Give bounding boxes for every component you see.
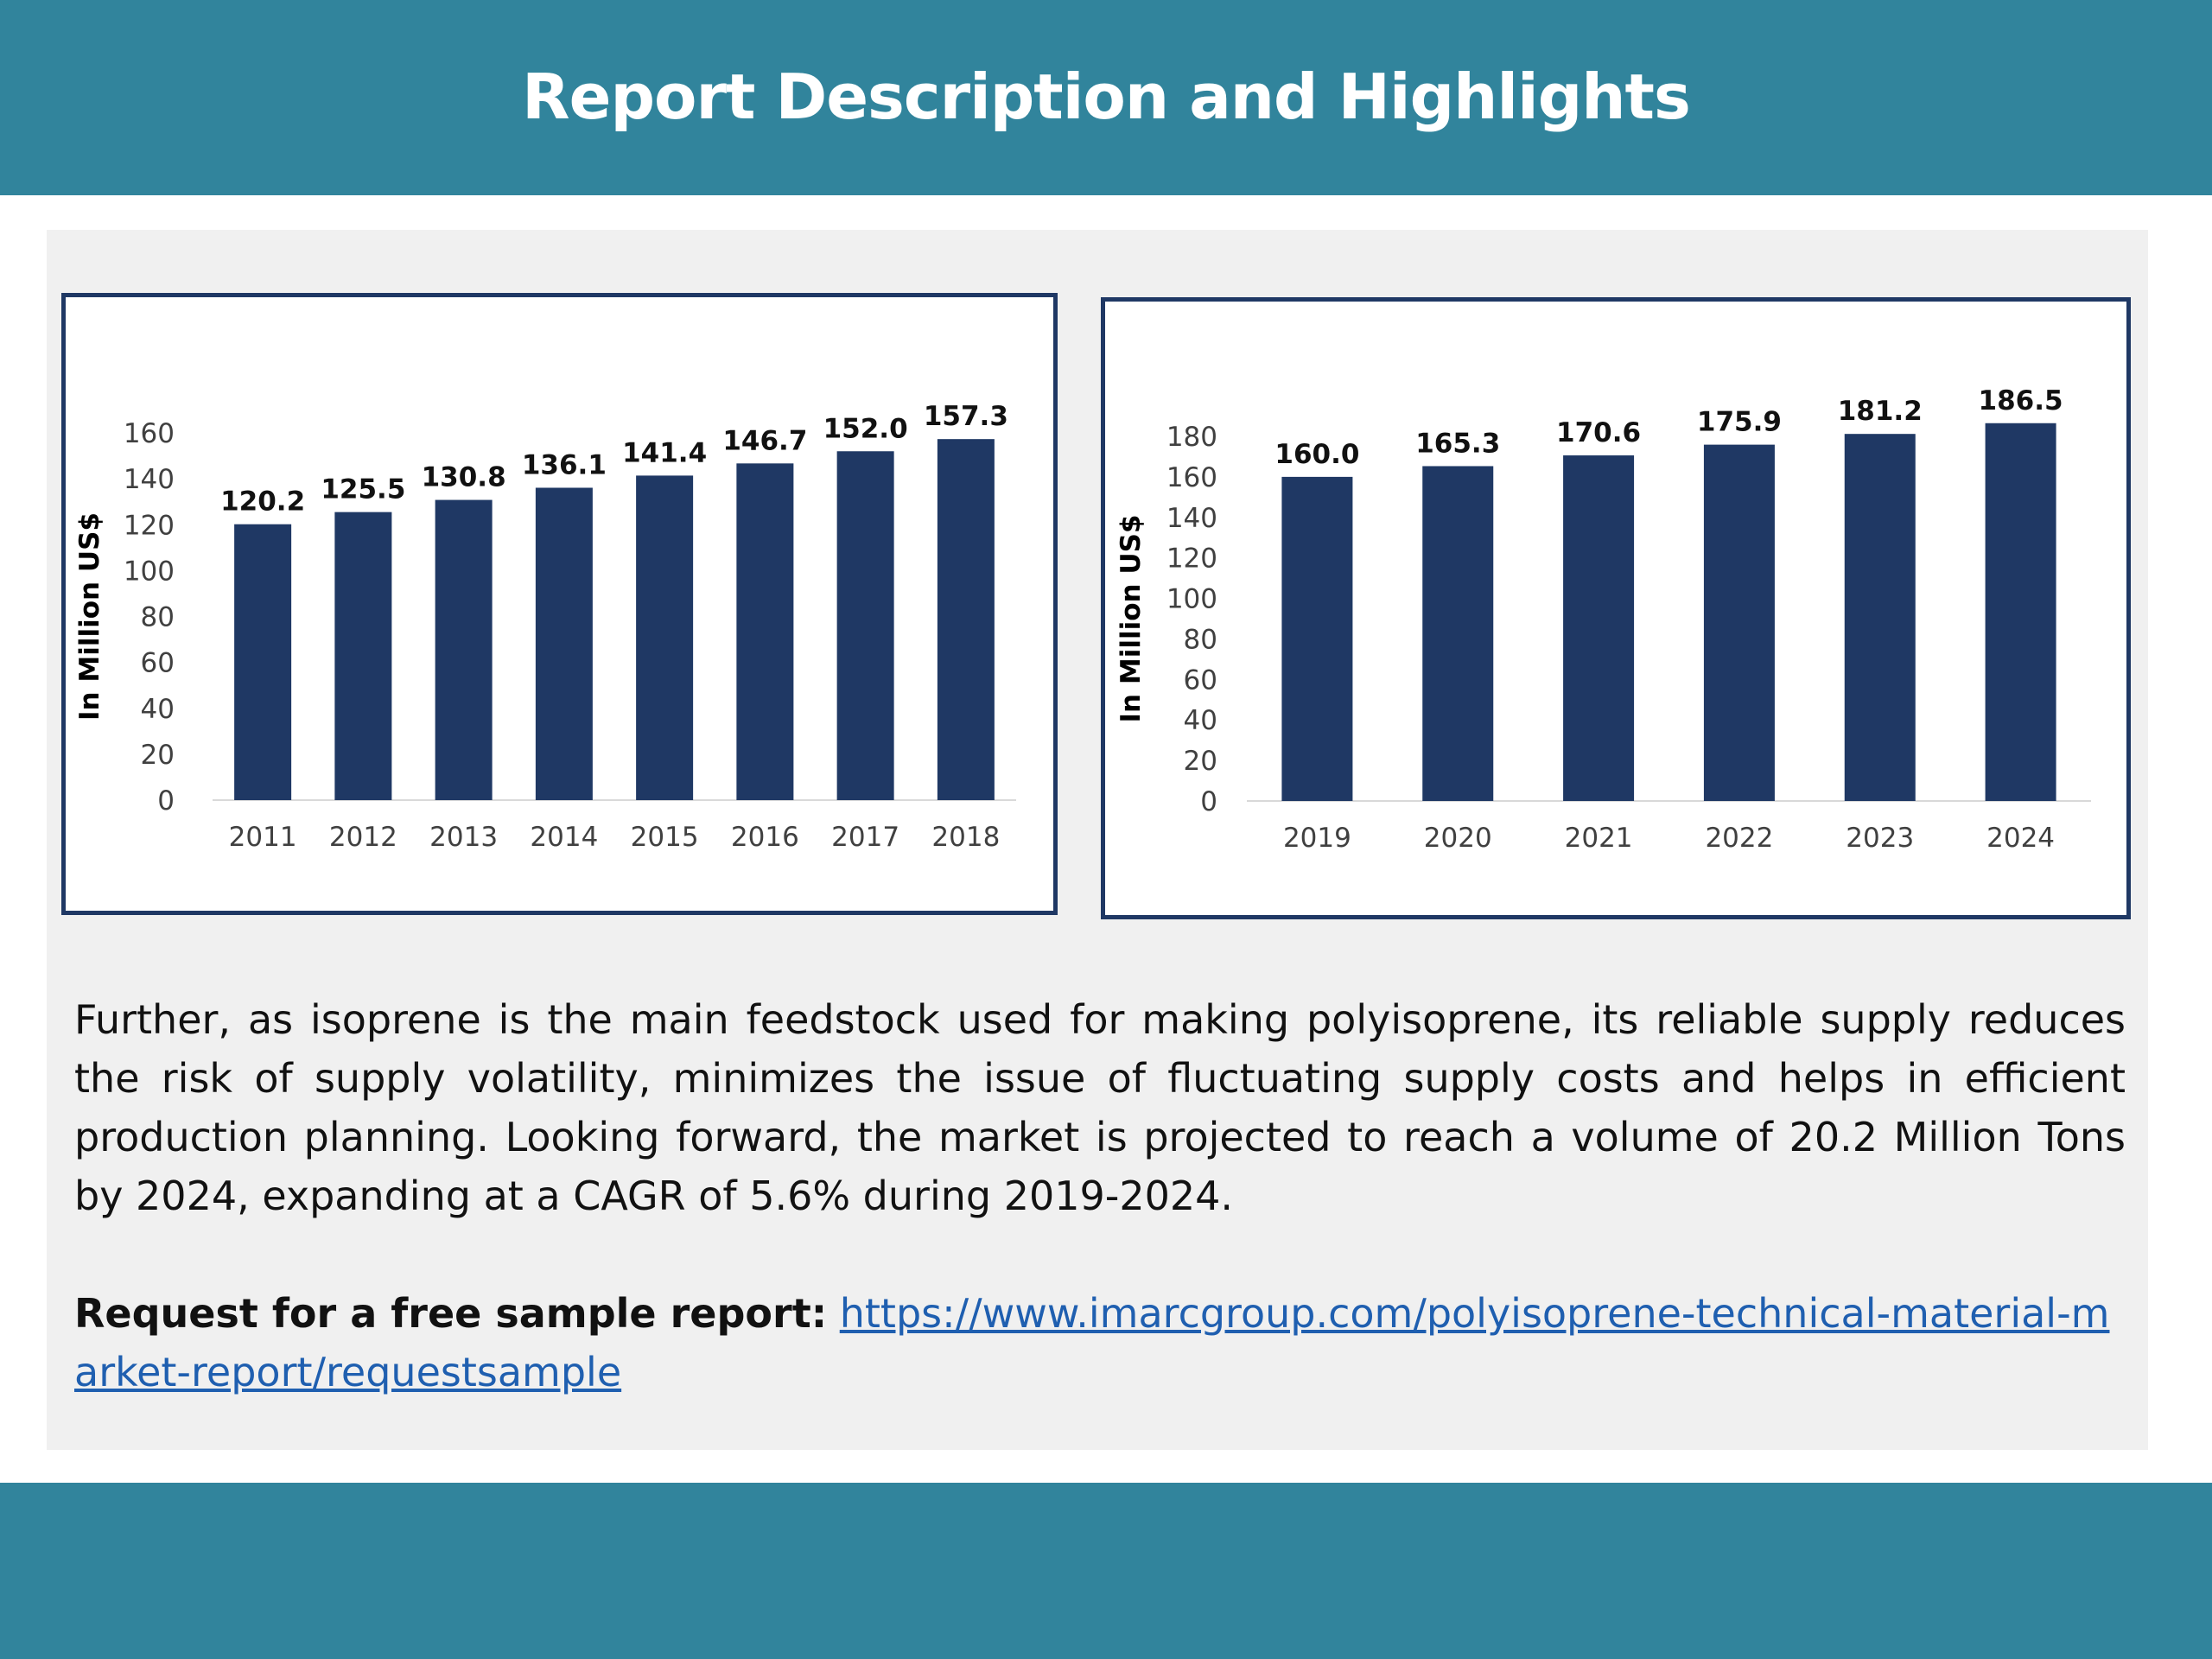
- y-tick-label: 160: [1166, 462, 1217, 493]
- bar-2016: [736, 463, 794, 800]
- y-tick-label: 180: [1166, 422, 1217, 453]
- x-tick-label-2014: 2014: [530, 822, 598, 853]
- bar-2017: [836, 451, 894, 800]
- data-label-2018: 157.3: [924, 401, 1008, 432]
- y-tick-label: 60: [1184, 664, 1217, 696]
- y-tick-label: 60: [141, 648, 175, 679]
- footer-band: [0, 1483, 2212, 1659]
- chart-2019-2024: 0 20 40 60 80 100 120 140 160 180 In Million US$ 16…: [1101, 297, 2131, 919]
- page-title: Report Description and Highlights: [522, 60, 1691, 133]
- y-tick-label: 120: [124, 510, 175, 541]
- chart-svg-2019-2024: 0 20 40 60 80 100 120 140 160 180 In Million US$ 16…: [1116, 385, 2091, 854]
- bar-2015: [636, 475, 694, 800]
- x-tick-label-2019: 2019: [1283, 823, 1351, 854]
- data-label-2022: 175.9: [1697, 407, 1782, 438]
- y-tick-label: 40: [1184, 705, 1217, 736]
- data-label-2014: 136.1: [522, 449, 607, 480]
- bar-2012: [334, 512, 392, 800]
- y-tick-label: 140: [1166, 503, 1217, 534]
- data-label-2013: 130.8: [422, 462, 506, 493]
- bar-2011: [234, 524, 292, 800]
- bar-2022: [1703, 444, 1775, 801]
- description-paragraph: Further, as isoprene is the main feedsto…: [74, 996, 2126, 1219]
- x-tick-label-2018: 2018: [931, 822, 1000, 853]
- y-axis-label: In Million US$: [1116, 515, 1147, 723]
- bar-2020: [1422, 466, 1494, 801]
- y-tick-label: 120: [1166, 543, 1217, 575]
- y-tick-label: 160: [124, 418, 175, 449]
- request-sample-line: Request for a free sample report: https:…: [74, 1284, 2126, 1402]
- data-label-2012: 125.5: [321, 474, 405, 505]
- bar-2013: [435, 499, 493, 800]
- x-tick-label-2024: 2024: [1986, 823, 2055, 854]
- x-tick-label-2012: 2012: [329, 822, 397, 853]
- x-tick-label-2020: 2020: [1424, 823, 1492, 854]
- chart-2011-2018: 0 20 40 60 80 100 120 140 160 In Million US$ 120.2…: [61, 293, 1058, 915]
- bar-2014: [535, 487, 593, 800]
- data-label-2016: 146.7: [722, 425, 807, 456]
- bar-2021: [1563, 455, 1635, 801]
- bar-2019: [1281, 476, 1353, 801]
- data-label-2021: 170.6: [1556, 417, 1641, 448]
- y-tick-label: 0: [1200, 786, 1217, 817]
- request-sample-label: Request for a free sample report:: [74, 1290, 828, 1337]
- y-tick-label: 80: [141, 602, 175, 633]
- x-tick-label-2016: 2016: [731, 822, 799, 853]
- data-label-2024: 186.5: [1979, 385, 2063, 416]
- x-tick-label-2013: 2013: [429, 822, 498, 853]
- data-label-2023: 181.2: [1838, 396, 1923, 427]
- x-tick-label-2021: 2021: [1565, 823, 1633, 854]
- y-tick-label: 20: [141, 740, 175, 771]
- request-sample-link[interactable]: https://www.imarcgroup.com/polyisoprene-…: [74, 1290, 2110, 1395]
- x-tick-label-2023: 2023: [1846, 823, 1914, 854]
- y-tick-label: 40: [141, 694, 175, 725]
- y-tick-label: 80: [1184, 624, 1217, 655]
- header-band: [0, 0, 2212, 195]
- data-label-2017: 152.0: [823, 413, 908, 444]
- bar-2024: [1985, 423, 2056, 801]
- data-label-2019: 160.0: [1274, 439, 1359, 470]
- data-label-2011: 120.2: [220, 486, 305, 518]
- y-tick-label: 100: [1166, 584, 1217, 615]
- y-tick-label: 0: [157, 785, 175, 817]
- y-tick-label: 140: [124, 464, 175, 495]
- x-tick-label-2011: 2011: [229, 822, 297, 853]
- bar-2023: [1844, 434, 1916, 801]
- bar-2018: [937, 439, 995, 800]
- chart-svg-2011-2018: 0 20 40 60 80 100 120 140 160 In Million US$ 120.2…: [74, 401, 1016, 853]
- x-tick-label-2017: 2017: [831, 822, 899, 853]
- data-label-2015: 141.4: [622, 437, 707, 468]
- y-axis-label: In Million US$: [74, 512, 105, 721]
- y-tick-label: 20: [1184, 746, 1217, 777]
- y-tick-label: 100: [124, 556, 175, 587]
- x-tick-label-2022: 2022: [1705, 823, 1773, 854]
- x-tick-label-2015: 2015: [631, 822, 699, 853]
- data-label-2020: 165.3: [1415, 428, 1500, 459]
